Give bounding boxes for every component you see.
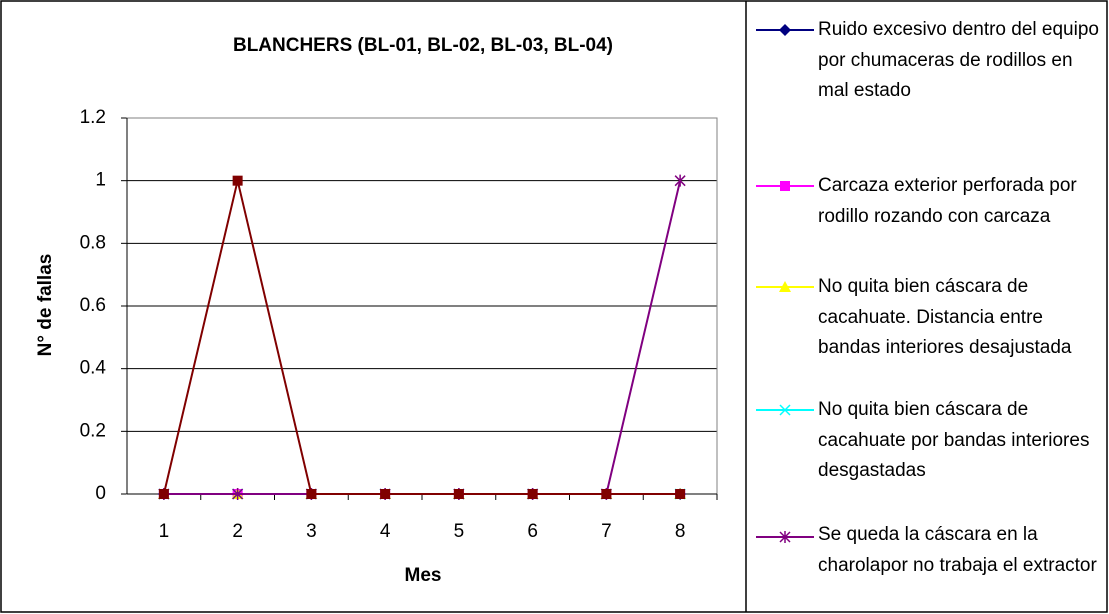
y-tick-label: 0.6 <box>80 295 106 316</box>
legend-label: No quita bien cáscara de cacahuate por b… <box>818 399 1090 481</box>
marker <box>158 489 169 499</box>
x-tick-label: 3 <box>306 521 317 542</box>
x-axis-label: Mes <box>405 565 442 586</box>
legend-label: Carcaza exterior perforada por rodillo r… <box>818 175 1077 227</box>
series-line <box>163 180 682 495</box>
y-tick-label: 0 <box>95 483 106 504</box>
marker <box>779 404 791 416</box>
y-tick-label: 0.8 <box>80 232 106 253</box>
marker <box>380 489 391 499</box>
x-tick-label: 6 <box>527 521 538 542</box>
chart-title: BLANCHERS (BL-01, BL-02, BL-03, BL-04) <box>233 35 613 56</box>
y-tick-label: 0.2 <box>80 420 106 441</box>
marker <box>674 174 686 187</box>
marker <box>780 181 790 191</box>
x-tick-label: 1 <box>159 521 170 542</box>
marker <box>232 175 243 186</box>
x-tick-label: 7 <box>601 521 612 542</box>
y-axis-label: N° de fallas <box>35 254 56 357</box>
x-tick-label: 2 <box>232 521 243 542</box>
marker <box>306 489 317 499</box>
y-tick-label: 1 <box>95 170 106 191</box>
series-line <box>162 180 681 495</box>
marker <box>779 24 791 36</box>
marker <box>453 489 464 499</box>
legend-label: No quita bien cáscara de cacahuate. Dist… <box>818 276 1072 358</box>
marker <box>675 489 686 499</box>
marker <box>779 531 791 543</box>
marker <box>527 489 538 499</box>
x-tick-label: 4 <box>380 521 391 542</box>
y-tick-label: 1.2 <box>80 107 106 128</box>
legend-label: Ruido excesivo dentro del equipo por chu… <box>818 19 1099 101</box>
y-tick-label: 0.4 <box>80 358 107 379</box>
legend-label: Se queda la cáscara en la charolapor no … <box>818 524 1097 576</box>
marker <box>779 281 791 292</box>
marker <box>232 488 244 500</box>
marker <box>601 489 612 499</box>
x-tick-label: 5 <box>454 521 465 542</box>
x-tick-label: 8 <box>675 521 686 542</box>
